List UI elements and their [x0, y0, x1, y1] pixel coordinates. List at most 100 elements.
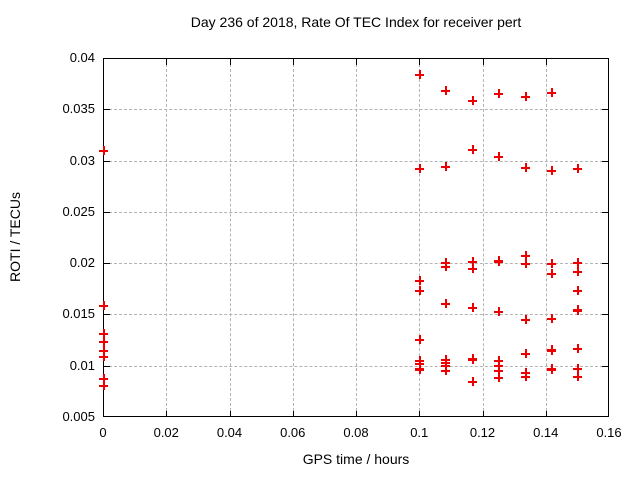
- tick-mark-top: [356, 59, 357, 65]
- tick-mark-right: [602, 109, 608, 111]
- x-tick-label: 0: [99, 425, 107, 440]
- data-point: [494, 307, 504, 317]
- data-point: [573, 285, 583, 295]
- data-point: [441, 262, 451, 272]
- data-point: [468, 377, 478, 387]
- tick-mark-top: [608, 59, 609, 65]
- data-point: [99, 381, 108, 391]
- data-point: [99, 328, 108, 338]
- y-axis-label: ROTI / TECUs: [7, 192, 23, 282]
- tick-mark-top: [482, 59, 484, 65]
- data-point: [547, 259, 557, 269]
- tick-mark-right: [602, 365, 608, 367]
- data-point: [547, 313, 557, 323]
- tick-mark-top: [166, 59, 168, 65]
- tick-mark-bottom: [419, 411, 421, 417]
- data-point: [415, 285, 425, 295]
- x-tick-label: 0.14: [533, 425, 559, 440]
- tick-mark-bottom: [608, 411, 609, 417]
- data-point: [415, 70, 425, 80]
- data-point: [547, 165, 557, 175]
- tick-mark-top: [545, 59, 547, 65]
- data-point: [99, 337, 108, 347]
- x-tick-label: 0.02: [153, 425, 179, 440]
- data-point: [441, 85, 451, 95]
- data-point: [547, 269, 557, 279]
- data-point: [573, 371, 583, 381]
- tick-mark-left: [104, 58, 110, 59]
- data-point: [520, 314, 530, 324]
- data-point: [441, 365, 451, 375]
- chart-title: Day 236 of 2018, Rate Of TEC Index for r…: [190, 14, 522, 30]
- grid-line-vertical: [545, 59, 547, 416]
- tick-mark-left: [104, 160, 110, 162]
- tick-mark-right: [602, 263, 608, 265]
- data-point: [415, 275, 425, 285]
- data-point: [468, 264, 478, 274]
- data-point: [547, 87, 557, 97]
- data-point: [99, 352, 108, 362]
- tick-mark-right: [602, 416, 608, 417]
- tick-mark-left: [104, 365, 110, 367]
- data-point: [415, 358, 425, 368]
- data-point: [573, 267, 583, 277]
- grid-line-vertical: [356, 59, 357, 416]
- data-point: [441, 161, 451, 171]
- y-tick-label: 0.02: [69, 255, 95, 271]
- data-point: [468, 96, 478, 106]
- data-point: [441, 360, 451, 370]
- data-point: [573, 306, 583, 316]
- grid-line-vertical: [166, 59, 168, 416]
- data-point: [494, 152, 504, 162]
- tick-mark-left: [104, 109, 110, 111]
- data-point: [494, 365, 504, 375]
- data-point: [468, 354, 478, 364]
- data-point: [494, 372, 504, 382]
- data-point: [441, 299, 451, 309]
- grid-line-vertical: [419, 59, 421, 416]
- data-point: [494, 355, 504, 365]
- data-point: [573, 344, 583, 354]
- data-point: [494, 88, 504, 98]
- tick-mark-bottom: [356, 411, 357, 417]
- data-point: [415, 163, 425, 173]
- data-point: [494, 360, 504, 370]
- data-point: [468, 145, 478, 155]
- data-point: [573, 163, 583, 173]
- x-axis-label: GPS time / hours: [302, 451, 410, 467]
- data-point: [99, 374, 108, 384]
- data-point: [547, 364, 557, 374]
- tick-mark-top: [229, 59, 231, 65]
- x-tick-label: 0.04: [216, 425, 243, 440]
- x-tick-label: 0.16: [596, 425, 622, 440]
- tick-mark-bottom: [545, 411, 547, 417]
- data-point: [468, 257, 478, 267]
- y-tick-label: 0.01: [69, 357, 95, 373]
- y-tick-label: 0.005: [62, 409, 95, 424]
- tick-mark-top: [103, 59, 104, 65]
- data-point: [99, 346, 108, 356]
- y-tick-label: 0.025: [62, 203, 95, 219]
- data-point: [547, 346, 557, 356]
- data-point: [520, 162, 530, 172]
- tick-mark-right: [602, 160, 608, 162]
- data-point: [468, 303, 478, 313]
- tick-mark-bottom: [482, 411, 484, 417]
- data-point: [415, 335, 425, 345]
- tick-mark-right: [602, 58, 608, 59]
- x-tick-label: 0.08: [343, 425, 369, 440]
- tick-mark-bottom: [103, 411, 104, 417]
- tick-mark-right: [602, 314, 608, 316]
- tick-mark-left: [104, 263, 110, 265]
- y-tick-label: 0.015: [62, 306, 95, 322]
- grid-line-vertical: [229, 59, 231, 416]
- tick-mark-left: [104, 314, 110, 316]
- tick-mark-bottom: [166, 411, 168, 417]
- tick-mark-left: [104, 211, 110, 213]
- grid-line-vertical: [482, 59, 484, 416]
- data-point: [415, 364, 425, 374]
- data-point: [573, 258, 583, 268]
- data-point: [520, 250, 530, 260]
- x-tick-label: 0.12: [469, 425, 496, 440]
